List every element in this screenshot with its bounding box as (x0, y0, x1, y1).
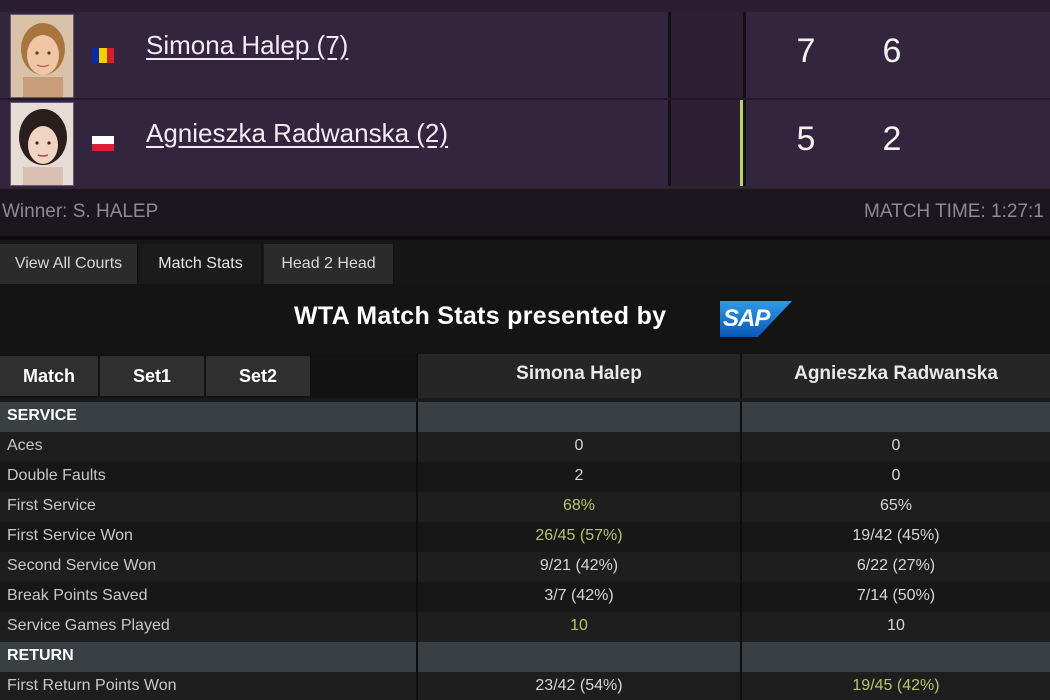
column-divider (416, 432, 418, 462)
stat-value-player2: 10 (887, 617, 905, 634)
table-row: First Service Won 26/45 (57%) 19/42 (45%) (0, 522, 1050, 552)
poland-flag-icon (92, 136, 114, 151)
column-divider (416, 402, 418, 432)
tab-head-2-head[interactable]: Head 2 Head (264, 244, 394, 284)
player-photo-2 (10, 102, 74, 186)
stat-label: First Return Points Won (7, 677, 177, 694)
main-tabs: View All Courts Match Stats Head 2 Head (0, 236, 1050, 284)
player1-set1-score: 7 (796, 32, 816, 70)
table-row: Service Games Played 10 10 (0, 612, 1050, 642)
stats-section-header: SERVICE (0, 402, 1050, 432)
table-row: Break Points Saved 3/7 (42%) 7/14 (50%) (0, 582, 1050, 612)
stat-label: Second Service Won (7, 557, 157, 574)
column-divider (740, 582, 742, 612)
stat-label: First Service Won (7, 527, 133, 544)
tab-view-all-courts[interactable]: View All Courts (0, 244, 138, 284)
table-row: Second Service Won 9/21 (42%) 6/22 (27%) (0, 552, 1050, 582)
player2-set2-score: 2 (882, 120, 902, 158)
column-divider (740, 522, 742, 552)
table-row: Aces 0 0 (0, 432, 1050, 462)
stat-value-player2: 19/45 (42%) (852, 677, 940, 694)
stat-value-player1: 26/45 (57%) (535, 527, 623, 544)
player-photo-1 (10, 14, 74, 98)
serve-indicator-column-2 (668, 100, 746, 186)
scoreboard-top-bar (0, 0, 1050, 12)
stats-title: WTA Match Stats presented by (294, 302, 667, 330)
table-row: First Service 68% 65% (0, 492, 1050, 522)
column-divider (740, 552, 742, 582)
column-divider (740, 402, 742, 432)
stat-label: Break Points Saved (7, 587, 148, 604)
subtab-set1[interactable]: Set1 (100, 356, 204, 396)
player-name-link-1[interactable]: Simona Halep (7) (146, 30, 349, 60)
stat-label: First Service (7, 497, 96, 514)
column-divider (416, 642, 418, 672)
stat-value-player1: 23/42 (54%) (535, 677, 623, 694)
section-label: SERVICE (7, 407, 77, 424)
player1-set2-score: 6 (882, 32, 902, 70)
stat-label: Aces (7, 437, 43, 454)
subtab-match[interactable]: Match (0, 356, 98, 396)
stat-value-player2: 7/14 (50%) (856, 587, 936, 604)
match-info-bar: Winner: S. HALEP MATCH TIME: 1:27:1 (0, 188, 1050, 236)
row-divider (0, 98, 1050, 100)
stat-value-player1: 10 (570, 617, 588, 634)
scoreboard: Simona Halep (7) 7 6 Agnieszka Radwanska… (0, 0, 1050, 188)
stat-value-player1: 68% (562, 497, 596, 514)
player2-set1-score: 5 (796, 120, 816, 158)
stat-value-player2: 6/22 (27%) (856, 557, 936, 574)
stats-section-header: RETURN (0, 642, 1050, 672)
column-divider (740, 492, 742, 522)
stat-value-player1: 9/21 (42%) (539, 557, 619, 574)
stat-value-player2: 65% (879, 497, 913, 514)
column-divider (416, 492, 418, 522)
player-name-link-2[interactable]: Agnieszka Radwanska (2) (146, 118, 449, 148)
sap-logo-text: SAP (723, 305, 770, 332)
stat-value-player2: 0 (891, 467, 901, 484)
stat-value-player1: 3/7 (42%) (544, 587, 614, 604)
column-divider (416, 462, 418, 492)
table-row: First Return Points Won 23/42 (54%) 19/45 … (0, 672, 1050, 700)
column-divider (416, 552, 418, 582)
stat-value-player1: 2 (574, 467, 584, 484)
column-header-player1: Simona Halep (416, 354, 740, 398)
stats-header-row: Match Set1 Set2 Simona Halep Agnieszka R… (0, 354, 1050, 398)
column-divider (416, 612, 418, 642)
stat-value-player2: 0 (891, 437, 901, 454)
match-time-text: MATCH TIME: 1:27:1 (864, 201, 1044, 222)
column-divider (740, 672, 742, 700)
sap-logo: SAP (720, 301, 792, 337)
player-row-1: Simona Halep (7) 7 6 (0, 12, 1050, 98)
column-divider (416, 582, 418, 612)
romania-flag-icon (92, 48, 114, 63)
table-row: Double Faults 2 0 (0, 462, 1050, 492)
stats-title-bar: WTA Match Stats presented by SAP (0, 284, 1050, 354)
match-stats-panel: WTA Match Stats presented by SAP Match S… (0, 284, 1050, 700)
subtab-set2[interactable]: Set2 (206, 356, 310, 396)
stat-value-player1: 0 (574, 437, 584, 454)
serve-indicator-column-1 (668, 12, 746, 98)
column-divider (740, 642, 742, 672)
tab-match-stats[interactable]: Match Stats (140, 244, 262, 284)
stat-label: Service Games Played (7, 617, 170, 634)
column-divider (416, 522, 418, 552)
stat-value-player2: 19/42 (45%) (852, 527, 940, 544)
winner-text: Winner: S. HALEP (2, 201, 159, 222)
serving-indicator-bar (740, 100, 743, 186)
stat-label: Double Faults (7, 467, 106, 484)
player-row-2: Agnieszka Radwanska (2) 5 2 (0, 100, 1050, 186)
column-divider (740, 462, 742, 492)
column-divider (740, 432, 742, 462)
column-divider (740, 612, 742, 642)
column-header-player2: Agnieszka Radwanska (740, 354, 1050, 398)
column-divider (416, 672, 418, 700)
section-label: RETURN (7, 647, 74, 664)
